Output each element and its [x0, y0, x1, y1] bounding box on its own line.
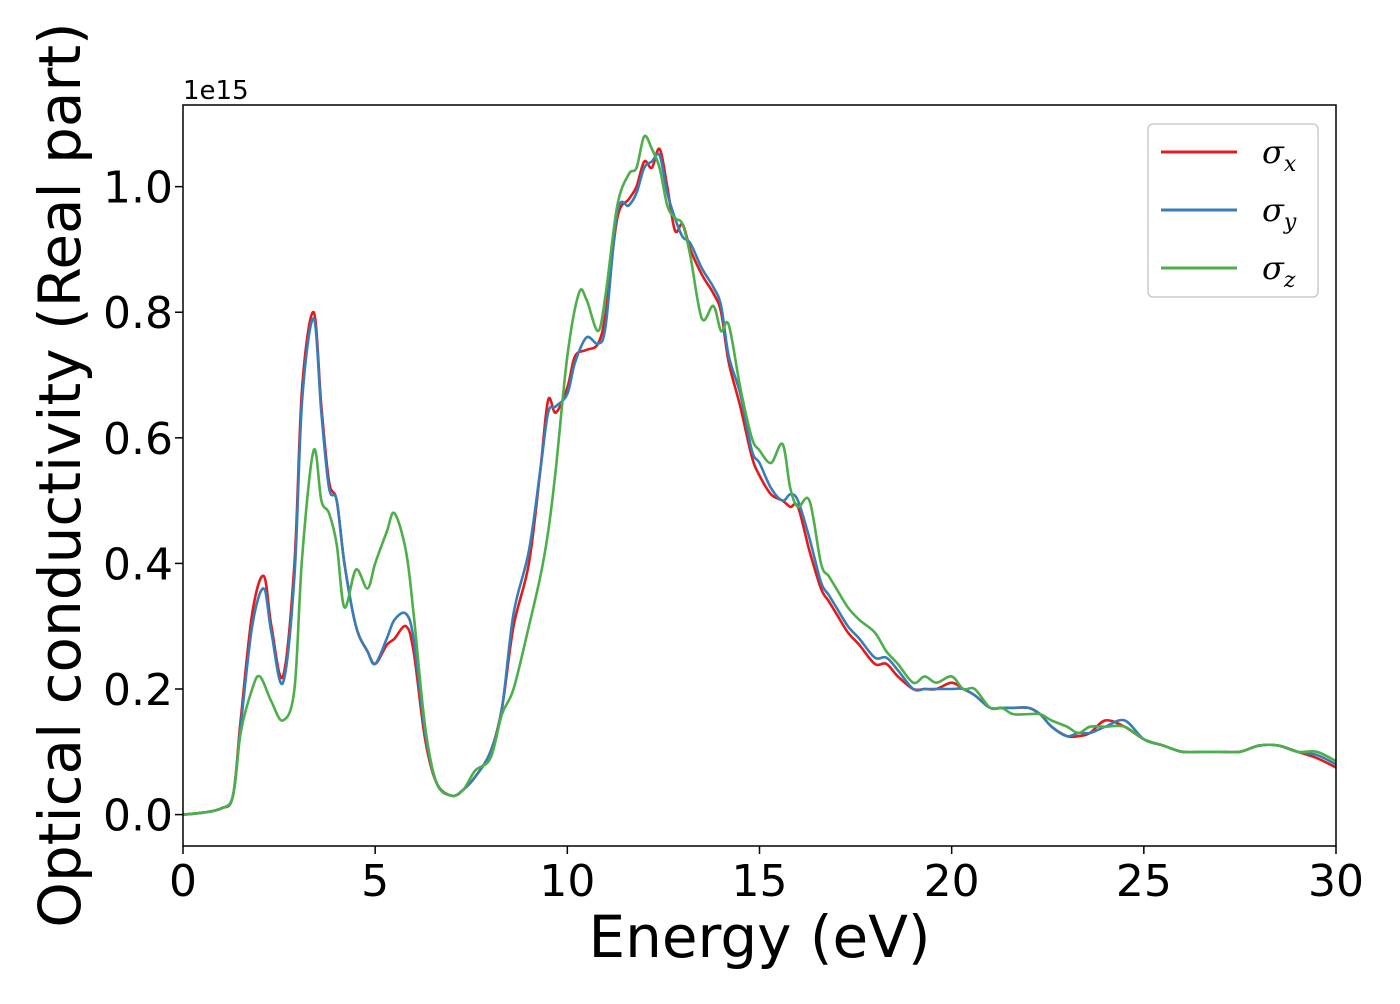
y-tick-label: 0.8: [103, 288, 173, 339]
legend-label-z: σz: [1262, 249, 1296, 293]
y-tick-label: 0.6: [103, 414, 173, 465]
series-layer: [183, 134, 1336, 816]
x-tick-label: 5: [361, 856, 389, 907]
x-tick-label: 15: [732, 856, 788, 907]
y-tick-label: 0.0: [103, 791, 173, 842]
y-axis: 0.0 0.2 0.4 0.6 0.8 1.0: [103, 163, 183, 842]
x-tick-label: 20: [924, 856, 980, 907]
y-tick-label: 0.2: [103, 665, 173, 716]
x-axis: 0 5 10 15 20 25 30: [169, 846, 1364, 907]
y-axis-title: Optical conductivity (Real part): [26, 22, 94, 927]
y-tick-label: 0.4: [103, 539, 173, 590]
x-tick-label: 0: [169, 856, 197, 907]
series-line-z: [183, 134, 1336, 816]
y-tick-label: 1.0: [103, 163, 173, 214]
legend: σx σy σz: [1147, 123, 1319, 298]
x-tick-label: 30: [1308, 856, 1364, 907]
x-tick-label: 10: [539, 856, 595, 907]
y-offset-label: 1e15: [183, 76, 249, 106]
x-axis-title: Energy (eV): [588, 903, 930, 971]
legend-label-x: σx: [1262, 133, 1297, 177]
x-tick-label: 25: [1116, 856, 1172, 907]
legend-label-y: σy: [1262, 191, 1297, 235]
